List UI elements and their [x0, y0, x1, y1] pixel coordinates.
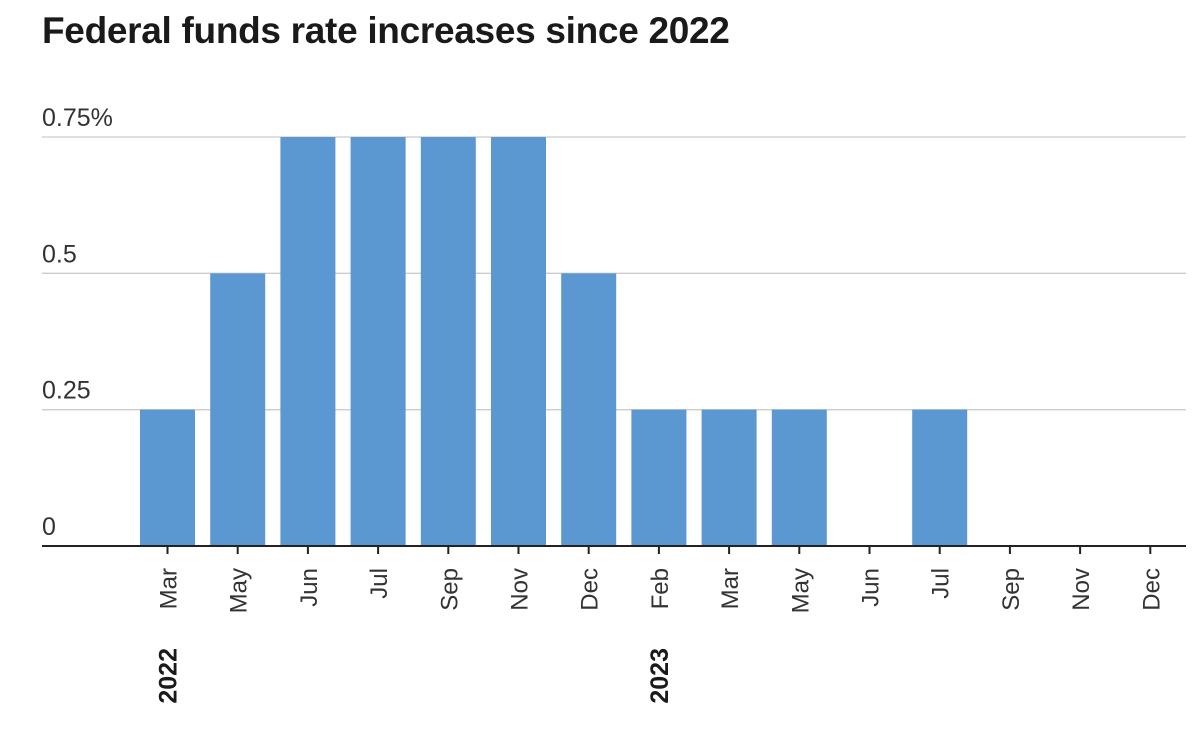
bar: [420, 137, 476, 546]
chart-title: Federal funds rate increases since 2022: [42, 10, 730, 51]
x-tick-label: Sep: [998, 568, 1025, 611]
y-tick-label: 0.5: [42, 240, 77, 268]
x-tick-label: May: [226, 568, 253, 613]
year-label: 2023: [646, 648, 674, 704]
bar: [350, 137, 406, 546]
y-tick-label: 0.25: [42, 377, 91, 405]
x-tick-label: Sep: [436, 568, 463, 611]
y-tick-label: 0: [42, 513, 56, 541]
bar: [701, 409, 757, 546]
x-tick-label: Jun: [858, 568, 885, 607]
x-tick-label: Dec: [577, 568, 604, 611]
x-tick-label: Jul: [928, 568, 955, 599]
y-tick-label: 0.75%: [42, 104, 113, 132]
x-tick-label: Jun: [296, 568, 323, 607]
bar: [140, 409, 195, 546]
bar: [210, 273, 266, 546]
x-tick-label: Jul: [366, 568, 393, 599]
x-tick-label: Feb: [647, 568, 674, 609]
bar: [631, 409, 687, 546]
x-tick-label: Nov: [507, 568, 534, 611]
x-tick-label: Nov: [1068, 568, 1095, 611]
x-tick-label: May: [787, 568, 814, 613]
bar: [491, 137, 546, 546]
x-tick-label: Mar: [156, 568, 183, 609]
x-tick-label: Dec: [1138, 568, 1165, 611]
x-tick-label: Mar: [717, 568, 744, 609]
year-label: 2022: [155, 648, 183, 704]
bar: [561, 273, 617, 546]
bar: [280, 137, 336, 546]
bar: [771, 409, 827, 546]
bar: [912, 409, 968, 546]
